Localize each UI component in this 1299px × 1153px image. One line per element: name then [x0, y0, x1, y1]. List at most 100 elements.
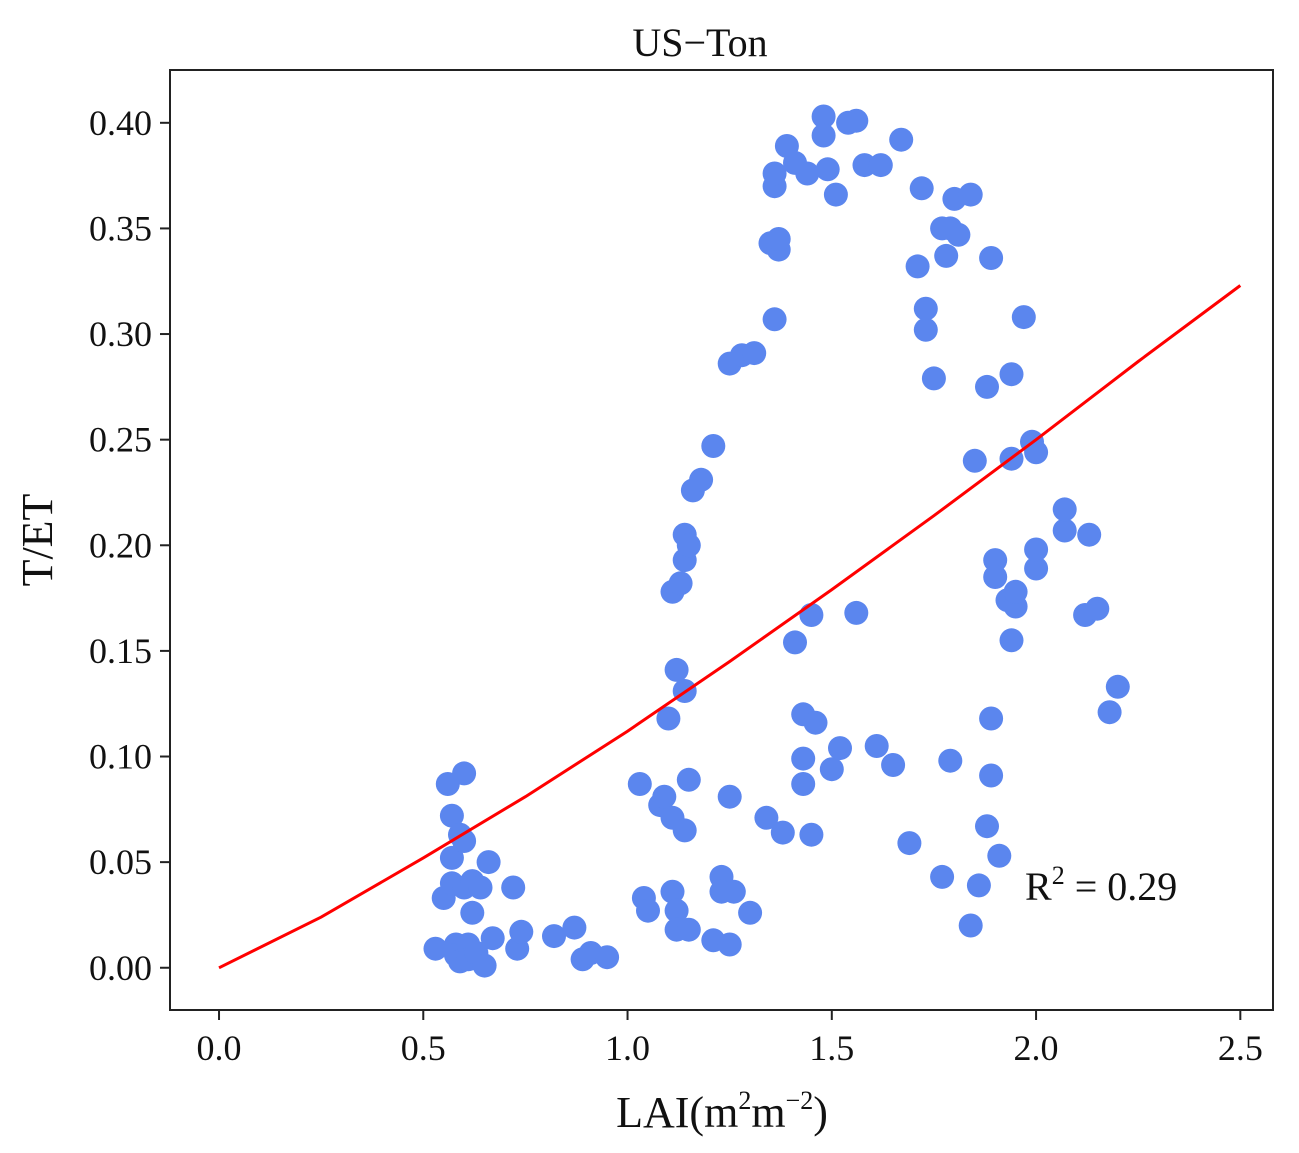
data-point — [509, 919, 534, 944]
data-point — [472, 953, 497, 978]
y-tick-label: 0.20 — [89, 525, 152, 565]
data-point — [823, 182, 848, 207]
data-point — [501, 875, 526, 900]
x-tick-label: 1.0 — [605, 1028, 650, 1068]
data-point — [975, 814, 999, 839]
data-point — [1085, 596, 1110, 621]
data-point — [930, 864, 955, 889]
data-point — [983, 548, 1008, 573]
data-point — [636, 898, 660, 923]
x-tick-label: 0.0 — [197, 1028, 242, 1068]
data-point — [921, 366, 946, 391]
y-tick-label: 0.05 — [89, 842, 152, 882]
data-point — [468, 875, 493, 900]
data-point — [979, 706, 1004, 731]
y-tick-label: 0.35 — [89, 208, 152, 248]
data-point — [791, 746, 816, 771]
data-point — [815, 157, 840, 182]
data-point — [701, 434, 726, 458]
data-point — [864, 734, 889, 758]
data-point — [799, 822, 824, 847]
y-tick-label: 0.30 — [89, 314, 152, 354]
x-axis-unit-b-exp: −2 — [786, 1086, 814, 1115]
data-point — [452, 761, 477, 786]
data-point — [966, 873, 991, 898]
data-point — [1024, 537, 1049, 562]
fit-curve — [218, 284, 1242, 970]
data-point — [627, 772, 652, 796]
x-tick-label: 1.5 — [809, 1028, 854, 1068]
x-axis-label: LAI — [616, 1088, 689, 1137]
data-point — [668, 571, 693, 596]
x-axis-unit-a: m — [704, 1088, 738, 1137]
data-point — [905, 254, 930, 279]
data-point — [979, 763, 1004, 788]
data-point — [423, 936, 448, 961]
data-point — [1052, 497, 1077, 522]
data-point — [811, 104, 836, 129]
data-point — [1052, 518, 1077, 543]
data-point — [1003, 579, 1028, 604]
data-point — [1024, 440, 1049, 465]
data-point — [1024, 556, 1049, 581]
data-point — [999, 362, 1024, 387]
data-point — [452, 829, 477, 853]
x-axis-paren-close: ) — [813, 1088, 828, 1137]
data-point — [721, 879, 746, 904]
chart-title: US−Ton — [632, 20, 767, 65]
x-tick-label: 0.5 — [401, 1028, 446, 1068]
y-axis-title: T/ET — [13, 493, 62, 586]
data-point — [664, 657, 689, 682]
data-point — [913, 296, 938, 321]
data-point — [542, 924, 566, 949]
data-point — [742, 341, 767, 366]
data-point — [766, 227, 791, 251]
data-point — [762, 161, 787, 186]
data-point — [664, 898, 689, 923]
data-point — [795, 161, 820, 186]
data-point — [783, 630, 807, 655]
data-point — [439, 845, 464, 870]
data-point — [717, 784, 742, 809]
data-point — [844, 108, 869, 133]
y-tick-label: 0.00 — [89, 948, 152, 988]
data-point — [897, 831, 922, 856]
data-point — [999, 628, 1024, 653]
data-point — [983, 565, 1008, 589]
data-point — [1011, 305, 1036, 330]
data-point — [762, 307, 787, 332]
data-point — [913, 317, 938, 342]
r-squared-annotation: R2 = 0.29 — [1025, 861, 1177, 909]
data-point — [770, 820, 795, 845]
r-exponent: 2 — [1052, 861, 1065, 890]
data-point — [676, 533, 701, 558]
x-axis-unit-a-exp: 2 — [738, 1086, 751, 1115]
data-point — [791, 772, 816, 796]
r-value: = 0.29 — [1065, 864, 1178, 909]
data-point — [811, 123, 836, 148]
y-tick-label: 0.25 — [89, 420, 152, 460]
data-point — [909, 176, 934, 201]
data-point — [1097, 700, 1122, 725]
data-point — [717, 932, 742, 957]
x-tick-label: 2.0 — [1014, 1028, 1059, 1068]
data-point — [562, 915, 587, 940]
data-point — [958, 913, 983, 938]
data-point — [868, 153, 893, 178]
data-point — [660, 879, 685, 904]
x-axis-ticks: 0.0 0.5 1.0 1.5 2.0 2.5 — [197, 1010, 1263, 1068]
data-point — [958, 182, 983, 207]
data-point — [476, 850, 501, 875]
data-point — [672, 818, 697, 843]
data-point — [803, 710, 828, 735]
data-point — [844, 600, 869, 625]
data-point — [738, 900, 763, 925]
data-point — [676, 917, 701, 942]
x-tick-label: 2.5 — [1218, 1028, 1263, 1068]
data-point — [799, 603, 824, 627]
x-axis-title: LAI(m2m−2) — [616, 1086, 828, 1137]
data-point — [480, 926, 505, 951]
data-point — [979, 246, 1004, 270]
data-point — [595, 945, 620, 970]
